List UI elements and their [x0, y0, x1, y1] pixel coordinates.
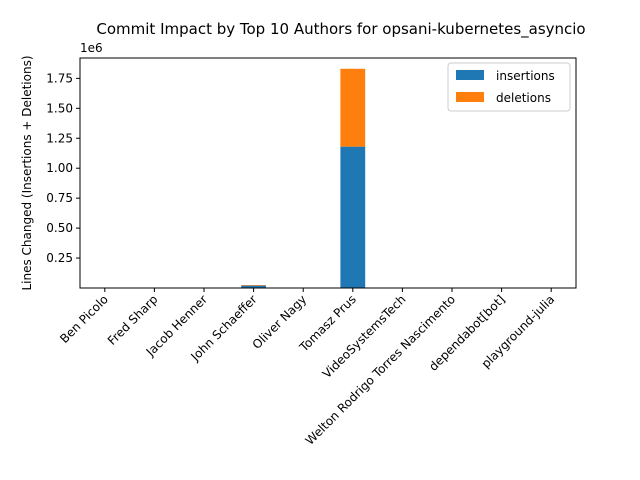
legend-swatch-insertions [456, 70, 484, 80]
y-tick-label: 0.50 [46, 221, 73, 235]
x-tick-label: VideoSystemsTech [320, 292, 409, 381]
bar-deletions-3 [241, 285, 266, 286]
y-ticks: 0.25 0.50 0.75 1.00 1.25 1.50 1.75 [46, 71, 80, 265]
y-tick-label: 0.75 [46, 191, 73, 205]
y-tick-label: 0.25 [46, 251, 73, 265]
bar-insertions-3 [241, 285, 266, 288]
y-tick-label: 1.00 [46, 161, 73, 175]
y-axis-label: Lines Changed (Insertions + Deletions) [20, 55, 34, 290]
x-tick-label: Ben Picolo [57, 292, 111, 346]
y-tick-label: 1.75 [46, 71, 73, 85]
legend-label-deletions: deletions [496, 91, 551, 105]
legend-label-insertions: insertions [496, 69, 555, 83]
chart-title: Commit Impact by Top 10 Authors for opsa… [96, 20, 585, 39]
legend-swatch-deletions [456, 92, 484, 102]
y-tick-label: 1.50 [46, 101, 73, 115]
legend: insertions deletions [447, 62, 571, 112]
bar-deletions-5 [340, 68, 366, 147]
y-tick-label: 1.25 [46, 131, 73, 145]
bars-layer [92, 68, 564, 288]
bar-insertions-5 [340, 146, 366, 288]
y-axis-offset-label: 1e6 [80, 41, 103, 55]
plot-frame [79, 57, 577, 289]
